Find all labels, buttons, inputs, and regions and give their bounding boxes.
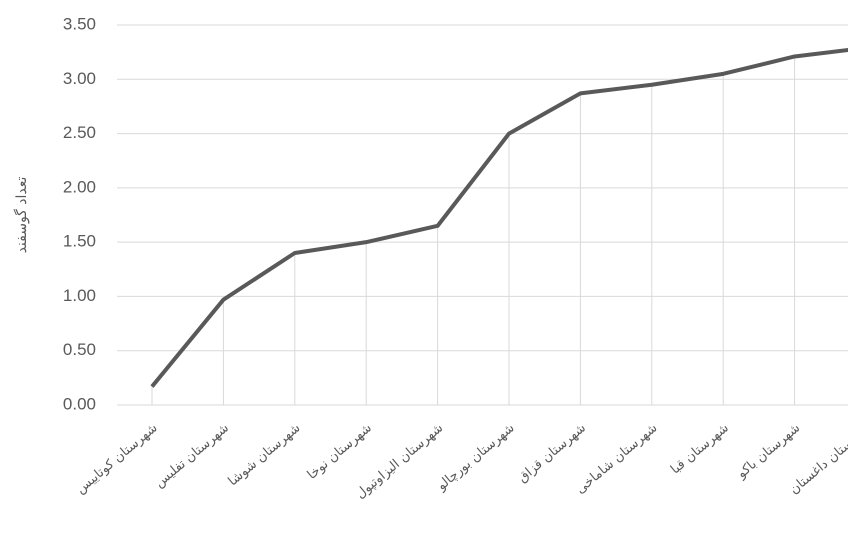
y-tick-label: 0.00: [63, 394, 96, 413]
y-tick-label: 1.00: [63, 286, 96, 305]
x-tick-label: شهرستان نوخا: [305, 421, 375, 483]
x-tick-label: شهرستان باکو: [734, 421, 803, 483]
line: [152, 48, 848, 387]
page: تعداد گوسفند 0.00 0.50 1.00 1.50 2.00 2.50 3.0…: [0, 0, 848, 537]
y-tick-label: 2.50: [63, 123, 96, 142]
chart: تعداد گوسفند 0.00 0.50 1.00 1.50 2.00 2.50 3.0…: [0, 0, 848, 537]
x-tick-label: شهرستان شوشا: [226, 421, 304, 490]
x-tick-label: شهرستان کوتاییس: [73, 421, 160, 497]
x-tick-label: شهرستان قبا: [668, 421, 732, 478]
x-tick-label: شهرستان بورچالو: [434, 421, 518, 495]
y-tick-label: 3.00: [63, 69, 96, 88]
x-tick-label: شهرستان قزاق: [515, 421, 589, 486]
y-tick-label: 2.00: [63, 177, 96, 196]
y-axis-label: تعداد گوسفند: [13, 176, 30, 253]
x-tick-label: شهرستان تفلیس: [152, 421, 232, 491]
y-tick-label: 0.50: [63, 340, 96, 359]
y-tick-label: 1.50: [63, 232, 96, 251]
y-tick-label: 3.50: [63, 14, 96, 33]
